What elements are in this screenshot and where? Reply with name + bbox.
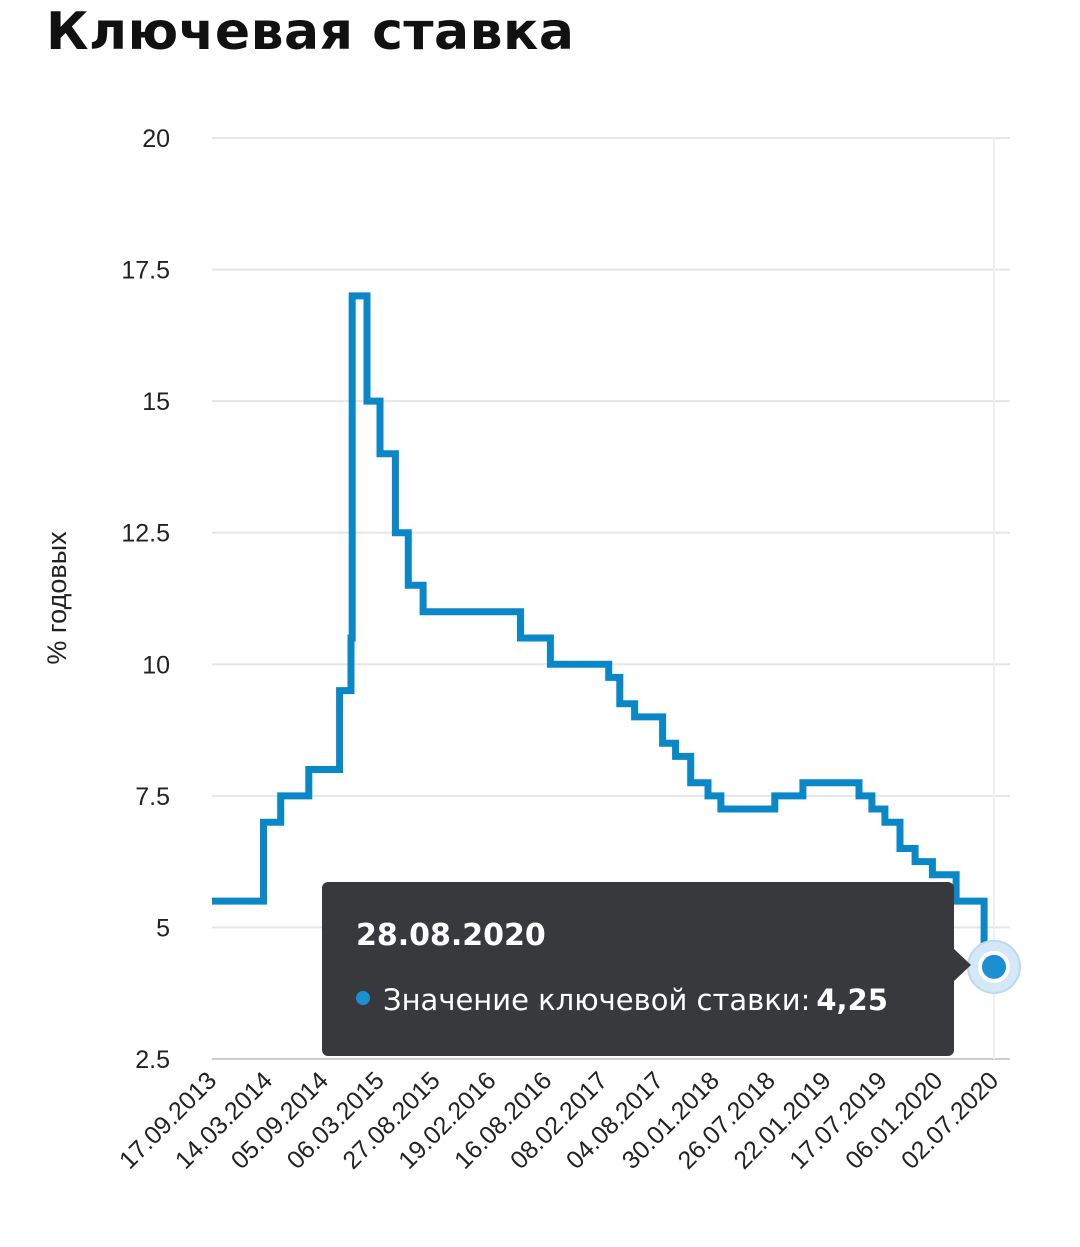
y-tick-label: 20 (142, 125, 170, 153)
y-tick-label: 15 (142, 388, 170, 416)
tooltip-series-label: Значение ключевой ставки: (383, 983, 811, 1017)
tooltip-arrow (953, 948, 971, 982)
y-tick-label: 17.5 (121, 257, 170, 285)
hover-point[interactable] (978, 950, 1010, 983)
y-tick-label: 2.5 (135, 1046, 170, 1074)
tooltip-row: Значение ключевой ставки: 4,25 (356, 983, 888, 1017)
y-axis-label: % годовых (42, 531, 72, 665)
y-tick-label: 12.5 (121, 520, 170, 548)
series-line-key-rate (212, 292, 994, 971)
chart-title: Ключевая ставка (46, 2, 575, 62)
grid-lines (212, 137, 1010, 929)
tooltip-date: 28.08.2020 (356, 918, 546, 953)
tooltip: 28.08.2020 Значение ключевой ставки: 4,25 (322, 882, 971, 1056)
y-tick-label: 5 (156, 914, 170, 942)
tooltip-value: 4,25 (816, 983, 888, 1017)
y-tick-label: 10 (142, 651, 170, 679)
series-dot-icon (356, 991, 370, 1005)
y-tick-label: 7.5 (135, 783, 170, 811)
x-tick-labels: 17.09.201314.03.201405.09.201406.03.2015… (114, 1066, 1004, 1174)
y-tick-labels: 2.5 5 7.5 10 12.5 15 17.5 20 (121, 125, 170, 1074)
